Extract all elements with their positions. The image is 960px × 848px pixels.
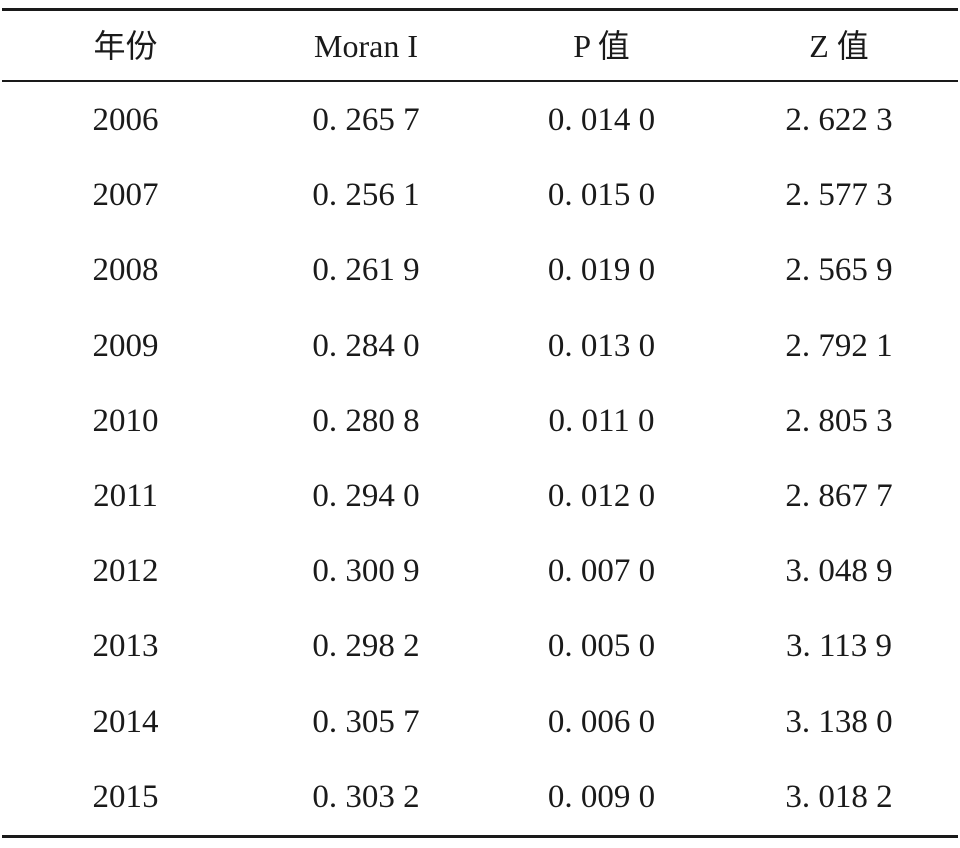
column-header-moran-i: Moran I	[314, 27, 418, 64]
cell-year: 2009	[92, 327, 159, 364]
cell-moran-i: 0. 305 7	[312, 703, 420, 740]
column-header-p-value: P 值	[573, 27, 630, 64]
cell-year: 2014	[92, 703, 159, 740]
cell-p-value: 0. 013 0	[547, 327, 656, 364]
cell-moran-i: 0. 298 2	[312, 628, 420, 665]
table-row: 2006 0. 265 7 0. 014 0 2. 622 3	[2, 83, 958, 158]
cell-z-value: 3. 048 9	[785, 553, 893, 590]
cell-z-value: 3. 113 9	[785, 628, 893, 665]
cell-z-value: 3. 018 2	[785, 778, 893, 815]
cell-moran-i: 0. 265 7	[312, 102, 420, 139]
table-row: 2015 0. 303 2 0. 009 0 3. 018 2	[2, 760, 958, 835]
cell-year: 2006	[92, 102, 159, 139]
table-bottom-rule	[2, 834, 958, 838]
table-row: 2007 0. 256 1 0. 015 0 2. 577 3	[2, 158, 958, 233]
table-body: 2006 0. 265 7 0. 014 0 2. 622 3 2007 0. …	[2, 82, 958, 835]
table-row: 2011 0. 294 0 0. 012 0 2. 867 7	[2, 459, 958, 534]
table-row: 2013 0. 298 2 0. 005 0 3. 113 9	[2, 609, 958, 684]
moran-table: 年份 Moran I P 值 Z 值 2006 0. 265 7 0. 014 …	[2, 8, 958, 838]
table-row: 2010 0. 280 8 0. 011 0 2. 805 3	[2, 384, 958, 459]
cell-p-value: 0. 007 0	[547, 553, 656, 590]
cell-p-value: 0. 006 0	[547, 703, 656, 740]
column-header-year: 年份	[93, 27, 158, 64]
cell-year: 2015	[92, 778, 159, 815]
cell-year: 2013	[92, 628, 159, 665]
cell-moran-i: 0. 284 0	[312, 327, 420, 364]
cell-z-value: 2. 792 1	[785, 327, 893, 364]
cell-p-value: 0. 011 0	[548, 402, 655, 439]
cell-p-value: 0. 005 0	[547, 628, 656, 665]
cell-z-value: 2. 565 9	[785, 252, 893, 289]
table-row: 2009 0. 284 0 0. 013 0 2. 792 1	[2, 309, 958, 384]
cell-year: 2008	[92, 252, 159, 289]
cell-year: 2010	[92, 402, 159, 439]
cell-z-value: 2. 867 7	[785, 478, 893, 515]
cell-z-value: 2. 577 3	[785, 177, 893, 214]
table-header-rule	[2, 80, 958, 82]
cell-z-value: 3. 138 0	[785, 703, 893, 740]
table-top-rule	[2, 8, 958, 11]
cell-moran-i: 0. 256 1	[312, 177, 420, 214]
cell-p-value: 0. 015 0	[547, 177, 656, 214]
cell-moran-i: 0. 303 2	[312, 778, 420, 815]
column-header-z-value: Z 值	[809, 27, 869, 64]
cell-p-value: 0. 019 0	[547, 252, 656, 289]
cell-p-value: 0. 012 0	[547, 478, 656, 515]
table-row: 2012 0. 300 9 0. 007 0 3. 048 9	[2, 534, 958, 609]
cell-moran-i: 0. 280 8	[312, 402, 420, 439]
cell-z-value: 2. 805 3	[785, 402, 893, 439]
table-header-row: 年份 Moran I P 值 Z 值	[2, 11, 958, 80]
cell-moran-i: 0. 300 9	[312, 553, 420, 590]
cell-year: 2007	[92, 177, 159, 214]
cell-year: 2012	[92, 553, 159, 590]
cell-p-value: 0. 014 0	[547, 102, 656, 139]
cell-moran-i: 0. 261 9	[312, 252, 420, 289]
table-row: 2008 0. 261 9 0. 019 0 2. 565 9	[2, 233, 958, 308]
cell-moran-i: 0. 294 0	[312, 478, 420, 515]
cell-year: 2011	[93, 478, 158, 515]
table-row: 2014 0. 305 7 0. 006 0 3. 138 0	[2, 685, 958, 760]
cell-p-value: 0. 009 0	[547, 778, 656, 815]
cell-z-value: 2. 622 3	[785, 102, 893, 139]
